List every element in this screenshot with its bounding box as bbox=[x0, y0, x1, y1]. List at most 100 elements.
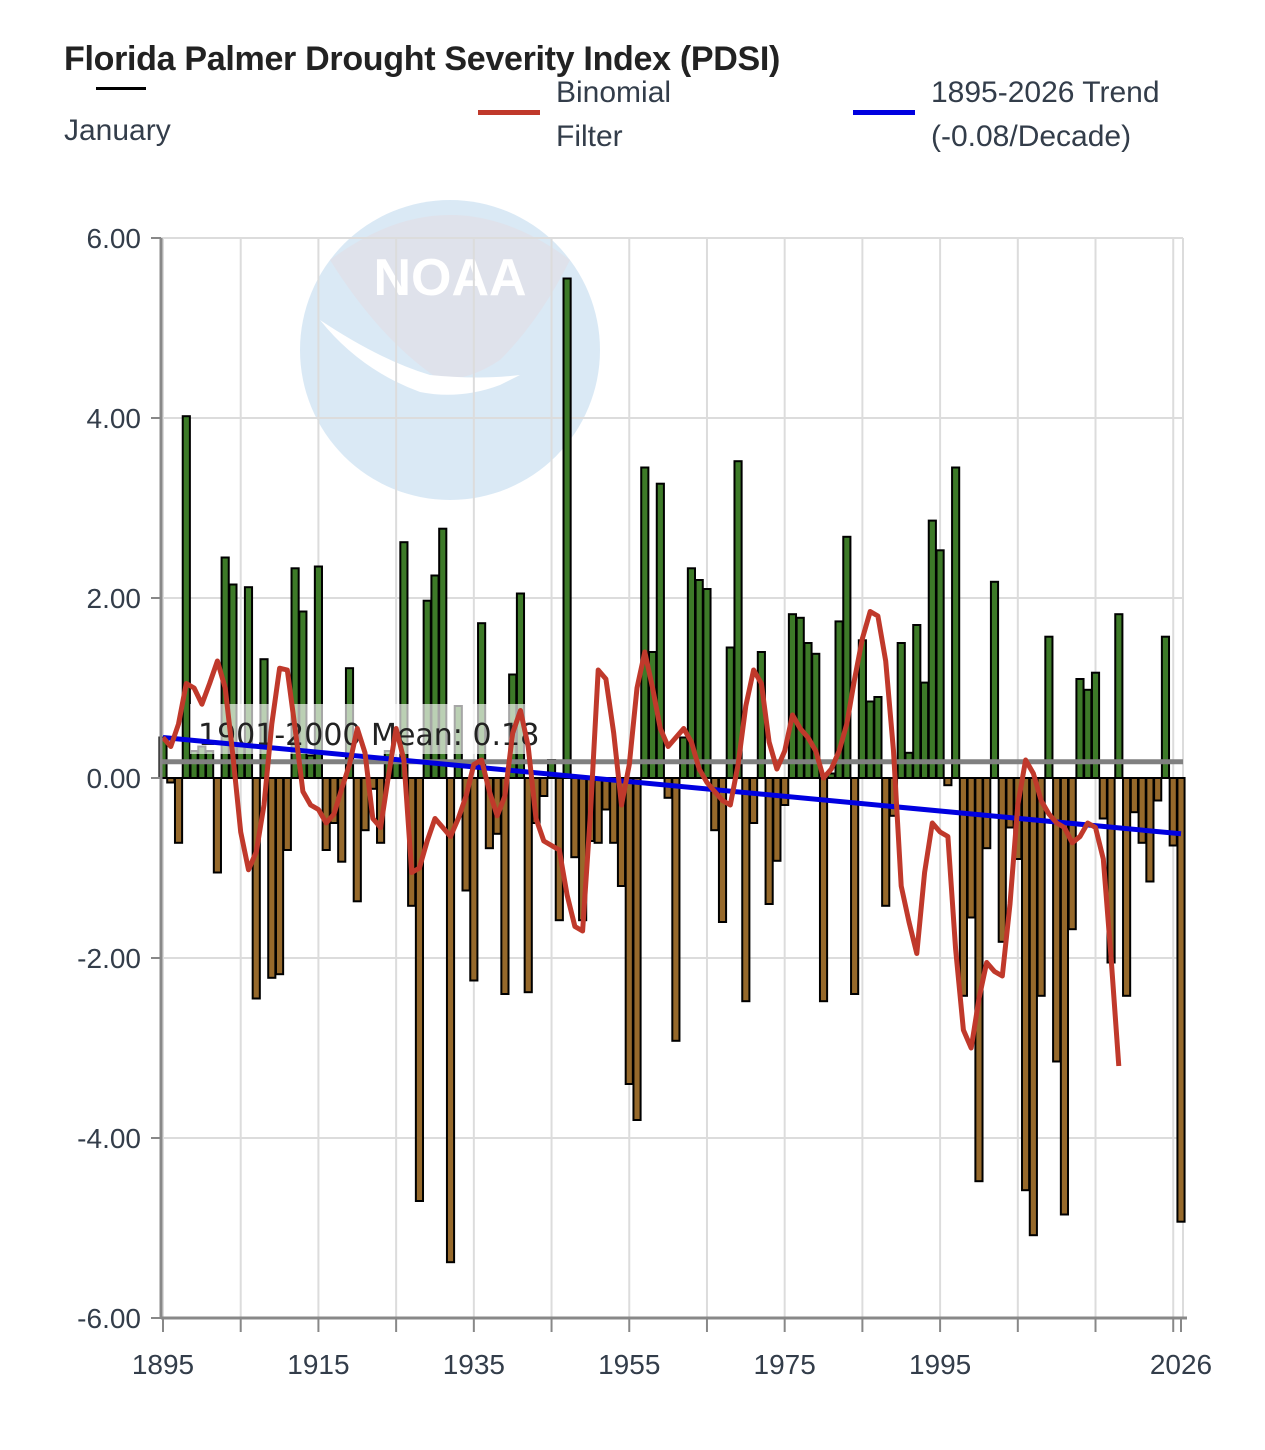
trend-line bbox=[162, 735, 1182, 837]
bar-1971 bbox=[749, 777, 759, 824]
x-tick-label: 1915 bbox=[287, 1349, 349, 1380]
bar-2008 bbox=[1036, 777, 1046, 997]
legend-swatch-binomial-filter bbox=[478, 110, 540, 115]
bar-1999 bbox=[966, 777, 976, 919]
bar-1991 bbox=[904, 751, 914, 779]
bar-1907 bbox=[251, 777, 261, 1000]
y-tick-label: 0.00 bbox=[87, 763, 142, 794]
bar-1931 bbox=[438, 527, 448, 780]
bar-1997 bbox=[951, 466, 961, 779]
bar-2023 bbox=[1153, 777, 1163, 802]
bar-1974 bbox=[772, 777, 782, 862]
y-tick-label: 4.00 bbox=[87, 403, 142, 434]
x-tick-label: 1955 bbox=[598, 1349, 660, 1380]
bar-2006 bbox=[1021, 777, 1031, 1192]
x-axis-ticks: 1895 1915 1935 1955 1975 1995 2026 bbox=[132, 1318, 1212, 1380]
bar-2018 bbox=[1114, 613, 1124, 780]
bar-2016 bbox=[1098, 777, 1108, 820]
bar-1942 bbox=[523, 777, 533, 994]
bar-2011 bbox=[1059, 777, 1070, 1216]
bar-1965 bbox=[702, 588, 712, 779]
legend-label-binomial-filter-line2: Filter bbox=[556, 120, 623, 153]
bar-2007 bbox=[1028, 777, 1038, 1237]
legend-label-january: January bbox=[64, 114, 171, 147]
bar-1975 bbox=[780, 777, 790, 806]
bar-1947 bbox=[562, 277, 572, 779]
bar-1944 bbox=[539, 777, 549, 797]
legend-label-trend-line1: 1895-2026 Trend bbox=[931, 76, 1160, 109]
bar-1980 bbox=[818, 777, 829, 1003]
x-tick-label: 2026 bbox=[1150, 1349, 1212, 1380]
bar-1910 bbox=[274, 777, 285, 976]
bar-1928 bbox=[414, 777, 425, 1202]
bar-series bbox=[158, 277, 1186, 1264]
bar-1935 bbox=[469, 777, 479, 982]
bar-2012 bbox=[1067, 777, 1077, 931]
bar-2019 bbox=[1122, 777, 1132, 997]
bar-2014 bbox=[1083, 688, 1093, 779]
bar-1983 bbox=[842, 535, 852, 779]
bar-2020 bbox=[1129, 777, 1139, 814]
bar-1970 bbox=[741, 777, 751, 1003]
bar-1897 bbox=[173, 777, 184, 844]
bar-1977 bbox=[795, 616, 805, 779]
x-tick-label: 1995 bbox=[909, 1349, 971, 1380]
legend-label-binomial-filter-line1: Binomial bbox=[556, 76, 672, 109]
legend-swatch-january bbox=[96, 87, 146, 90]
bar-1911 bbox=[282, 777, 292, 851]
bar-1996 bbox=[943, 777, 953, 787]
bar-1994 bbox=[927, 519, 937, 779]
x-tick-label: 1935 bbox=[443, 1349, 505, 1380]
y-tick-label: -6.00 bbox=[77, 1303, 141, 1334]
legend-label-trend-line2: (-0.08/Decade) bbox=[931, 120, 1132, 153]
bar-1920 bbox=[352, 777, 362, 903]
bar-1902 bbox=[212, 777, 222, 874]
bar-1969 bbox=[733, 460, 743, 779]
y-tick-label: 2.00 bbox=[87, 583, 142, 614]
bar-1964 bbox=[694, 579, 704, 779]
bar-2021 bbox=[1137, 777, 1147, 844]
bar-1957 bbox=[640, 466, 650, 779]
bar-1978 bbox=[803, 642, 813, 779]
bar-1936 bbox=[477, 622, 487, 780]
y-tick-label: -2.00 bbox=[77, 943, 141, 974]
bar-1968 bbox=[725, 646, 735, 779]
bar-1967 bbox=[717, 777, 728, 923]
bar-2024 bbox=[1160, 635, 1171, 780]
bar-1939 bbox=[500, 777, 510, 995]
bar-2015 bbox=[1090, 671, 1101, 780]
bar-1959 bbox=[655, 482, 665, 779]
svg-text:NOAA: NOAA bbox=[373, 249, 526, 307]
bar-1948 bbox=[570, 777, 580, 859]
bar-1976 bbox=[787, 613, 798, 780]
x-tick-label: 1975 bbox=[754, 1349, 816, 1380]
bar-1898 bbox=[181, 415, 191, 779]
binomial-filter-line bbox=[161, 609, 1122, 1067]
y-axis-ticks: 6.00 4.00 2.00 0.00 -2.00 -4.00 -6.00 bbox=[77, 223, 161, 1334]
bar-1906 bbox=[243, 586, 254, 780]
y-tick-label: 6.00 bbox=[87, 223, 142, 254]
bar-1951 bbox=[593, 777, 603, 844]
bar-1988 bbox=[881, 777, 891, 907]
bar-1962 bbox=[679, 736, 689, 779]
bar-2002 bbox=[989, 580, 1000, 779]
bar-1899 bbox=[189, 750, 199, 779]
bar-1896 bbox=[166, 777, 176, 784]
bar-1990 bbox=[896, 642, 906, 779]
bar-1952 bbox=[601, 777, 611, 811]
bar-1979 bbox=[811, 652, 821, 779]
line-series bbox=[161, 609, 1182, 1067]
bar-1992 bbox=[912, 624, 922, 779]
bar-2026 bbox=[1176, 777, 1186, 1223]
bar-1987 bbox=[873, 696, 883, 779]
bar-2003 bbox=[997, 777, 1007, 943]
bar-1955 bbox=[624, 777, 634, 1085]
y-tick-label: -4.00 bbox=[77, 1123, 141, 1154]
bar-1961 bbox=[671, 777, 681, 1042]
bar-1914 bbox=[306, 754, 316, 779]
bar-1932 bbox=[445, 777, 456, 1264]
bar-1941 bbox=[515, 592, 526, 779]
bar-1915 bbox=[313, 565, 323, 779]
bar-1984 bbox=[850, 777, 860, 995]
